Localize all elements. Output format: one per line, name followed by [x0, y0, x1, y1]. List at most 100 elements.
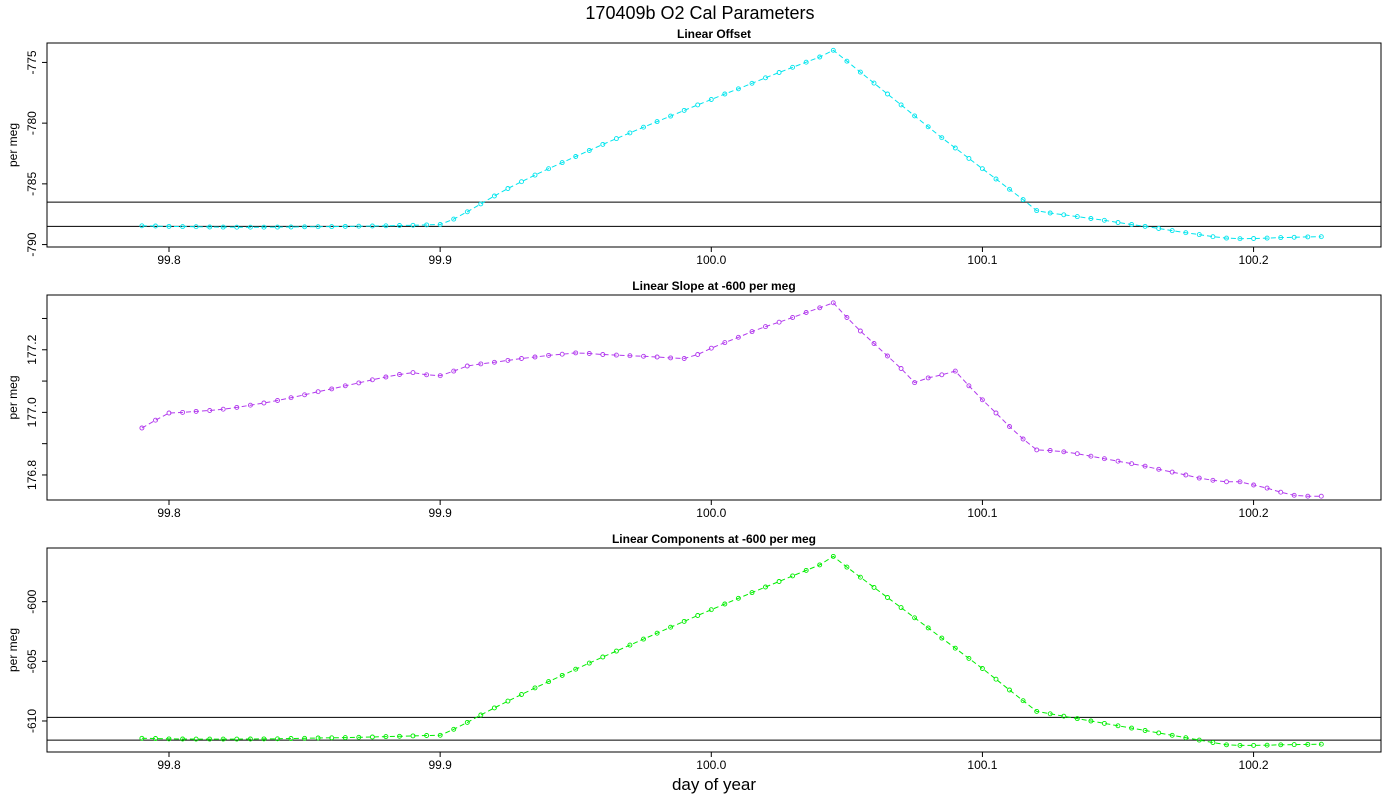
data-point [383, 374, 389, 380]
data-point [464, 363, 470, 369]
plot-frame [46, 547, 1382, 753]
data-point [519, 692, 524, 697]
data-point [898, 605, 904, 611]
data-point [898, 102, 904, 108]
data-point [1210, 477, 1216, 483]
data-point [830, 47, 836, 53]
data-point [424, 222, 430, 228]
data-point [695, 613, 701, 618]
data-point [559, 672, 565, 678]
x-tick-label: 100.2 [1239, 758, 1269, 772]
data-point [546, 166, 552, 172]
data-point [329, 735, 335, 741]
data-point [1007, 186, 1012, 192]
data-point [925, 375, 931, 381]
data-point [1305, 234, 1311, 240]
data-point [600, 352, 606, 357]
data-point [505, 357, 511, 363]
data-point [925, 625, 931, 631]
data-point [939, 135, 945, 141]
series-line [141, 49, 1322, 240]
panel-2: Linear Slope at -600 per meg per meg 99.8 9… [6, 279, 1382, 520]
data-point [695, 352, 701, 357]
data-point [1264, 742, 1270, 748]
x-tick-label: 99.8 [157, 506, 181, 520]
data-point [763, 584, 768, 590]
data-point [329, 224, 335, 230]
data-point [857, 574, 863, 580]
data-point [166, 223, 172, 229]
data-point [275, 736, 280, 742]
data-point [790, 64, 796, 70]
data-point [1318, 493, 1324, 499]
data-point [1007, 687, 1012, 693]
data-point [220, 224, 226, 230]
data-point [1142, 463, 1148, 469]
data-point [397, 372, 402, 377]
x-tick-label: 100.2 [1239, 253, 1269, 267]
data-point [193, 736, 199, 742]
data-point [600, 654, 606, 660]
data-point [410, 370, 416, 376]
data-point [1088, 216, 1094, 221]
data-point [1074, 716, 1080, 722]
data-point [546, 679, 552, 685]
data-point [613, 352, 619, 358]
data-point [261, 224, 267, 230]
panel-title: Linear Slope at -600 per meg [632, 279, 795, 293]
panel-title: Linear Components at -600 per meg [612, 532, 816, 546]
data-point [654, 119, 660, 125]
data-point [817, 54, 823, 60]
data-point [1156, 466, 1162, 472]
data-point [451, 726, 457, 732]
data-point [817, 562, 823, 568]
data-point [627, 353, 633, 359]
y-tick-label: -610 [25, 709, 39, 733]
series-line [141, 302, 1322, 497]
data-point [1305, 741, 1311, 747]
data-point [1183, 735, 1189, 741]
data-point [871, 341, 877, 346]
data-point [478, 201, 484, 207]
data-point [573, 154, 579, 159]
y-tick-label: -600 [25, 589, 39, 613]
data-point [966, 155, 972, 161]
data-point [1142, 728, 1148, 733]
data-point [912, 113, 918, 119]
x-tick-label: 100.1 [967, 253, 997, 267]
data-point [1115, 220, 1121, 225]
data-point [315, 735, 321, 741]
series-line [141, 555, 1322, 746]
data-point [763, 75, 768, 81]
data-point [966, 383, 972, 389]
data-point [451, 216, 457, 222]
data-point [979, 166, 985, 172]
data-point [613, 136, 619, 142]
x-tick-label: 100.2 [1239, 506, 1269, 520]
data-point [993, 176, 999, 182]
data-point [1061, 713, 1067, 719]
x-tick-label: 100.1 [967, 758, 997, 772]
data-point [546, 352, 552, 358]
data-point [1196, 232, 1202, 238]
data-point [329, 386, 335, 392]
data-point [410, 222, 416, 228]
data-point [749, 80, 755, 86]
x-tick-label: 99.9 [428, 253, 452, 267]
data-point [857, 69, 863, 75]
y-axis-label: per meg [6, 375, 20, 419]
data-point [261, 736, 267, 742]
data-point [790, 315, 796, 320]
data-point [803, 310, 809, 315]
data-point [613, 648, 619, 654]
x-tick-label: 99.8 [157, 758, 181, 772]
data-point [193, 224, 199, 230]
data-point [437, 222, 443, 227]
data-point [302, 735, 308, 741]
data-point [939, 372, 945, 378]
data-point [993, 676, 999, 682]
data-point [1237, 742, 1243, 748]
data-point [749, 329, 755, 335]
data-point [1020, 197, 1026, 203]
data-point [288, 224, 294, 230]
